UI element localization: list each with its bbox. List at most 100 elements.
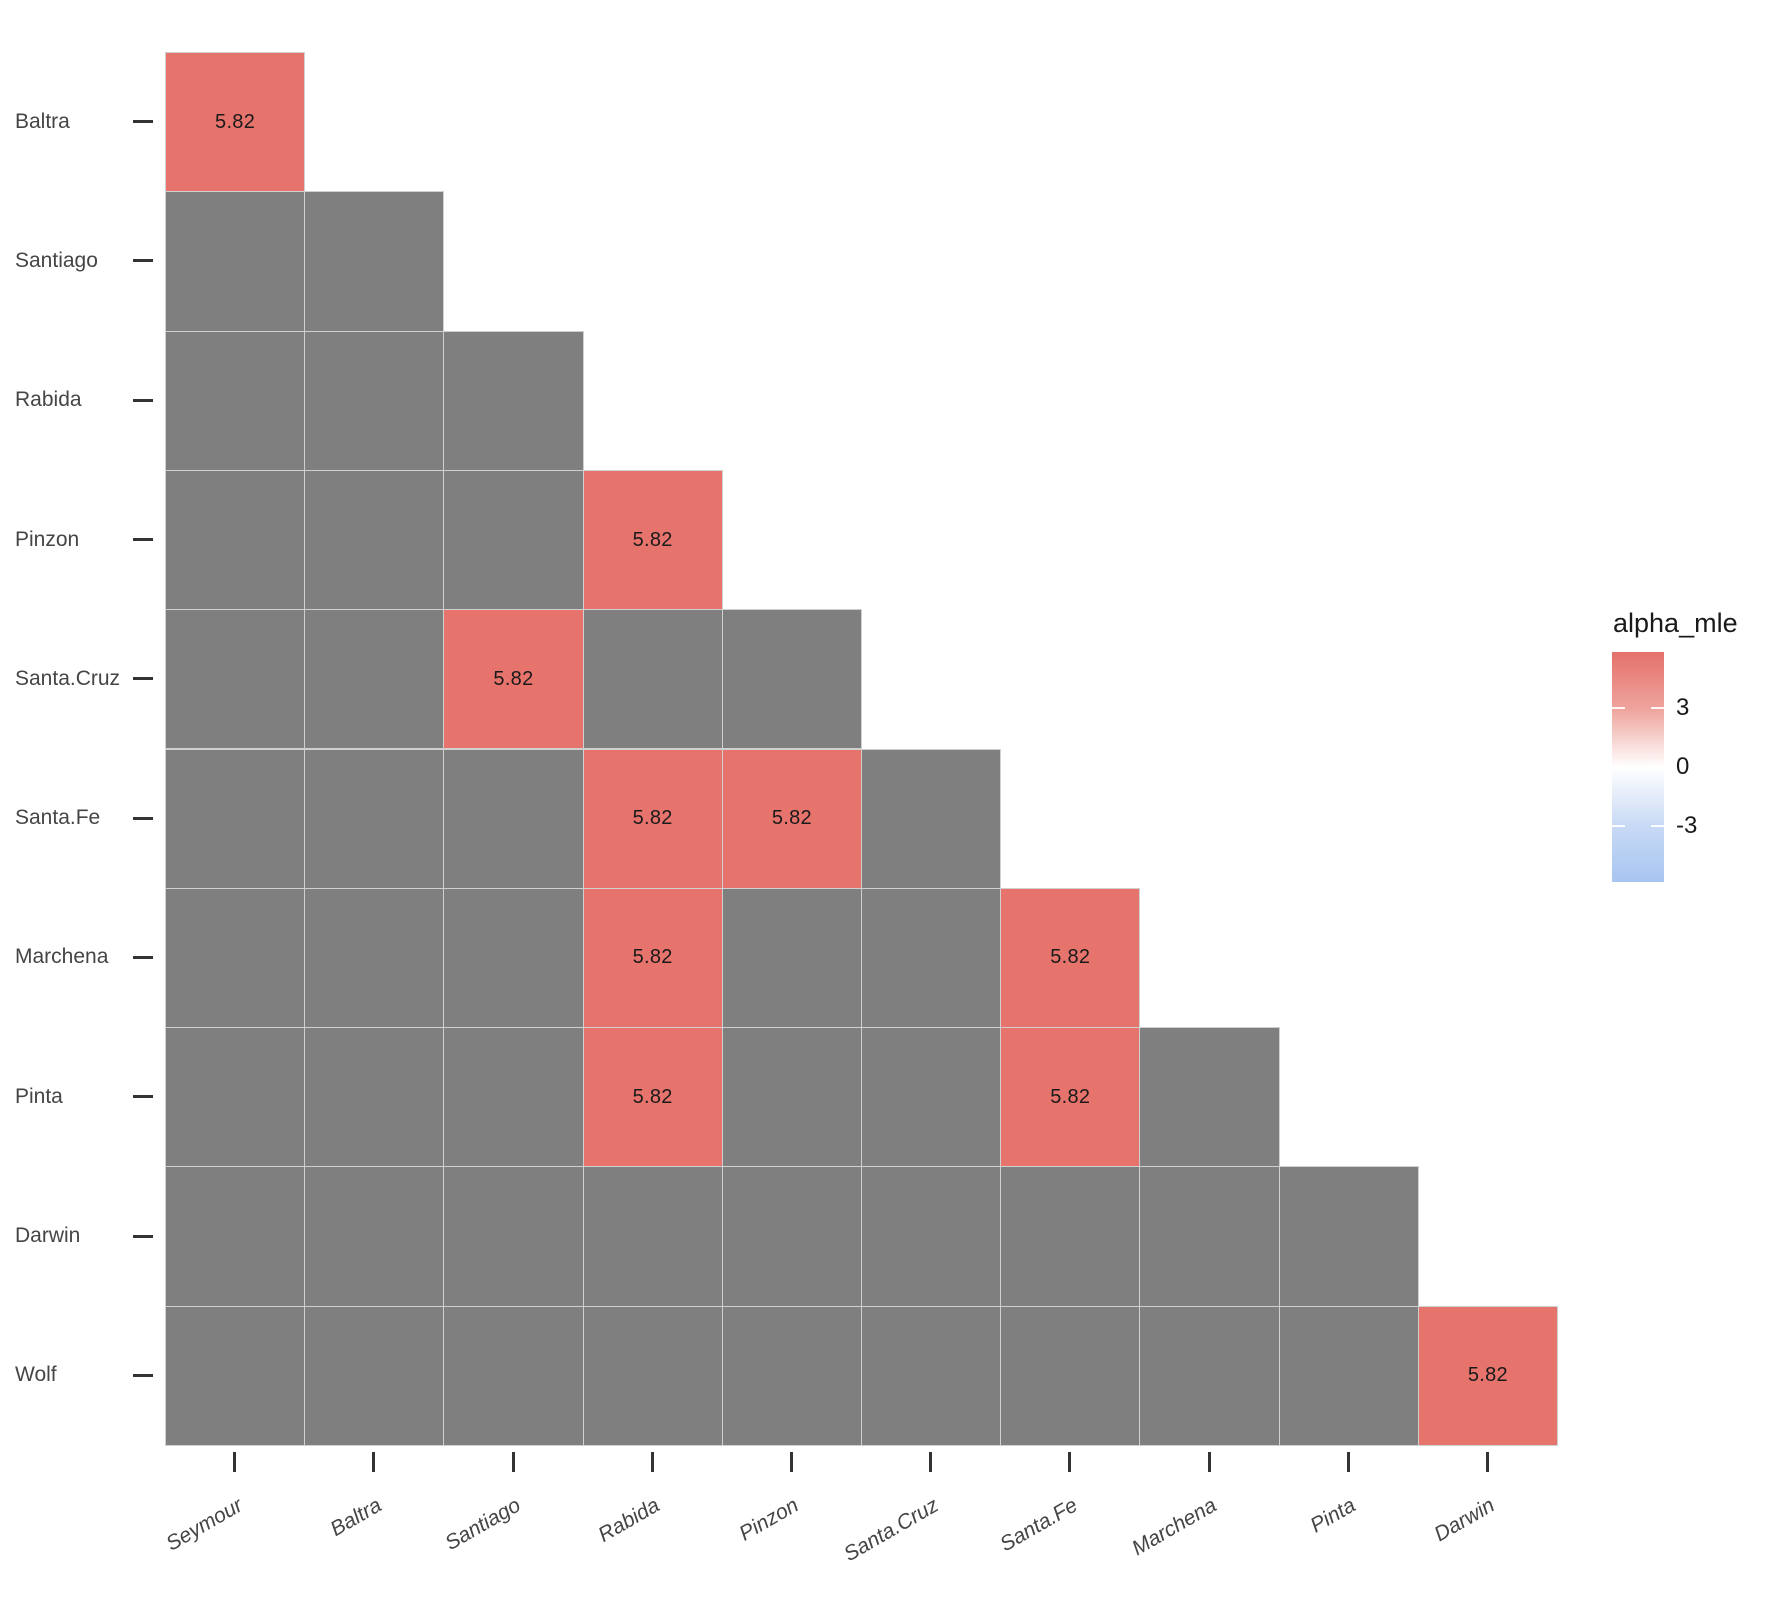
x-axis-tick bbox=[1207, 1452, 1211, 1472]
heatmap-cell: 5.82 bbox=[1417, 1305, 1558, 1446]
heatmap-cell bbox=[861, 1027, 1002, 1168]
heatmap-cell bbox=[861, 1166, 1002, 1307]
y-axis-label: Darwin bbox=[15, 1224, 81, 1248]
heatmap-cell bbox=[721, 887, 862, 1029]
heatmap-cell: 5.82 bbox=[443, 609, 584, 750]
x-axis-tick bbox=[1068, 1452, 1072, 1472]
y-axis-label: Santiago bbox=[15, 248, 98, 272]
heatmap-cell: 5.82 bbox=[582, 1027, 723, 1168]
y-axis-tick bbox=[133, 1234, 153, 1238]
heatmap-cell bbox=[304, 1305, 445, 1446]
heatmap-cell bbox=[861, 748, 1002, 889]
heatmap-cell bbox=[443, 887, 584, 1029]
heatmap-cell: 5.82 bbox=[582, 887, 723, 1029]
heatmap-cell bbox=[304, 887, 445, 1029]
heatmap-cell bbox=[165, 748, 306, 889]
x-axis-tick bbox=[511, 1452, 515, 1472]
y-axis-label: Marchena bbox=[15, 945, 109, 969]
heatmap-cell bbox=[1000, 1305, 1141, 1446]
heatmap-cell: 5.82 bbox=[721, 748, 862, 889]
cell-value-label: 5.82 bbox=[632, 807, 673, 830]
y-axis-tick bbox=[133, 120, 153, 124]
heatmap-cell bbox=[165, 1166, 306, 1307]
legend-colorbar-tick bbox=[1612, 766, 1625, 768]
legend-tick-label: 3 bbox=[1676, 693, 1690, 721]
heatmap-cell bbox=[1139, 1166, 1280, 1307]
heatmap-cell bbox=[165, 191, 306, 332]
legend-colorbar-tick bbox=[1651, 706, 1664, 709]
x-axis-tick bbox=[1485, 1452, 1489, 1472]
legend-colorbar-tick bbox=[1651, 766, 1664, 768]
cell-value-label: 5.82 bbox=[632, 528, 673, 551]
heatmap-cell bbox=[443, 1166, 584, 1307]
x-axis-tick bbox=[1346, 1452, 1350, 1472]
heatmap-cell bbox=[582, 1166, 723, 1307]
cell-value-label: 5.82 bbox=[1050, 946, 1091, 969]
heatmap-cell bbox=[165, 609, 306, 750]
y-axis-tick bbox=[133, 816, 153, 820]
heatmap-cell bbox=[861, 1305, 1002, 1446]
y-axis-tick bbox=[133, 538, 153, 542]
heatmap-cell: 5.82 bbox=[582, 748, 723, 889]
heatmap-cell bbox=[304, 330, 445, 471]
heatmap-cell bbox=[165, 469, 306, 611]
cell-value-label: 5.82 bbox=[771, 807, 812, 830]
cell-value-label: 5.82 bbox=[632, 946, 673, 969]
y-axis-label: Santa.Fe bbox=[15, 806, 101, 830]
x-axis-tick bbox=[650, 1452, 654, 1472]
y-axis-tick bbox=[133, 1373, 153, 1377]
x-axis-tick bbox=[789, 1452, 793, 1472]
heatmap-cell bbox=[443, 1305, 584, 1446]
heatmap-cell bbox=[721, 1305, 862, 1446]
y-axis-label: Santa.Cruz bbox=[15, 666, 121, 690]
y-axis-label: Baltra bbox=[15, 109, 70, 133]
y-axis-label: Rabida bbox=[15, 388, 82, 412]
cell-value-label: 5.82 bbox=[215, 110, 256, 133]
y-axis-label: Pinzon bbox=[15, 527, 80, 551]
cell-value-label: 5.82 bbox=[1467, 1364, 1508, 1387]
heatmap-cell bbox=[1000, 1166, 1141, 1307]
heatmap-cell bbox=[304, 1027, 445, 1168]
legend-colorbar-tick bbox=[1612, 825, 1625, 828]
legend-title: alpha_mle bbox=[1613, 608, 1738, 638]
heatmap-cell bbox=[1278, 1305, 1419, 1446]
heatmap-cell bbox=[443, 469, 584, 611]
heatmap-cell bbox=[582, 1305, 723, 1446]
heatmap-cell bbox=[1139, 1305, 1280, 1446]
y-axis-tick bbox=[133, 955, 153, 959]
y-axis-tick bbox=[133, 677, 153, 681]
heatmap-cell bbox=[721, 1166, 862, 1307]
heatmap-cell bbox=[165, 1027, 306, 1168]
x-axis-tick bbox=[372, 1452, 376, 1472]
heatmap-cell bbox=[443, 1027, 584, 1168]
legend-tick-label: -3 bbox=[1676, 812, 1698, 840]
heatmap-cell bbox=[721, 1027, 862, 1168]
heatmap-cell bbox=[861, 887, 1002, 1029]
heatmap-cell bbox=[304, 748, 445, 889]
legend-colorbar-tick bbox=[1651, 825, 1664, 828]
legend-tick-label: 0 bbox=[1676, 753, 1690, 780]
cell-value-label: 5.82 bbox=[493, 667, 534, 690]
heatmap-cell bbox=[165, 330, 306, 471]
y-axis-tick bbox=[133, 398, 153, 402]
x-axis-tick bbox=[233, 1452, 237, 1472]
heatmap-cell bbox=[443, 748, 584, 889]
cell-value-label: 5.82 bbox=[632, 1085, 673, 1108]
x-axis-tick bbox=[929, 1452, 933, 1472]
heatmap-cell bbox=[304, 609, 445, 750]
heatmap-cell bbox=[443, 330, 584, 471]
cell-value-label: 5.82 bbox=[1050, 1085, 1091, 1108]
y-axis-tick bbox=[133, 259, 153, 263]
y-axis-label: Pinta bbox=[15, 1084, 63, 1108]
y-axis-label: Wolf bbox=[15, 1363, 57, 1387]
heatmap-cell: 5.82 bbox=[1000, 887, 1141, 1029]
heatmap-cell bbox=[304, 1166, 445, 1307]
heatmap-cell bbox=[165, 1305, 306, 1446]
heatmap-cell: 5.82 bbox=[582, 469, 723, 611]
heatmap-cell: 5.82 bbox=[165, 52, 306, 193]
heatmap-cell bbox=[721, 609, 862, 750]
heatmap-cell bbox=[1139, 1027, 1280, 1168]
heatmap-cell bbox=[165, 887, 306, 1029]
heatmap-cell: 5.82 bbox=[1000, 1027, 1141, 1168]
